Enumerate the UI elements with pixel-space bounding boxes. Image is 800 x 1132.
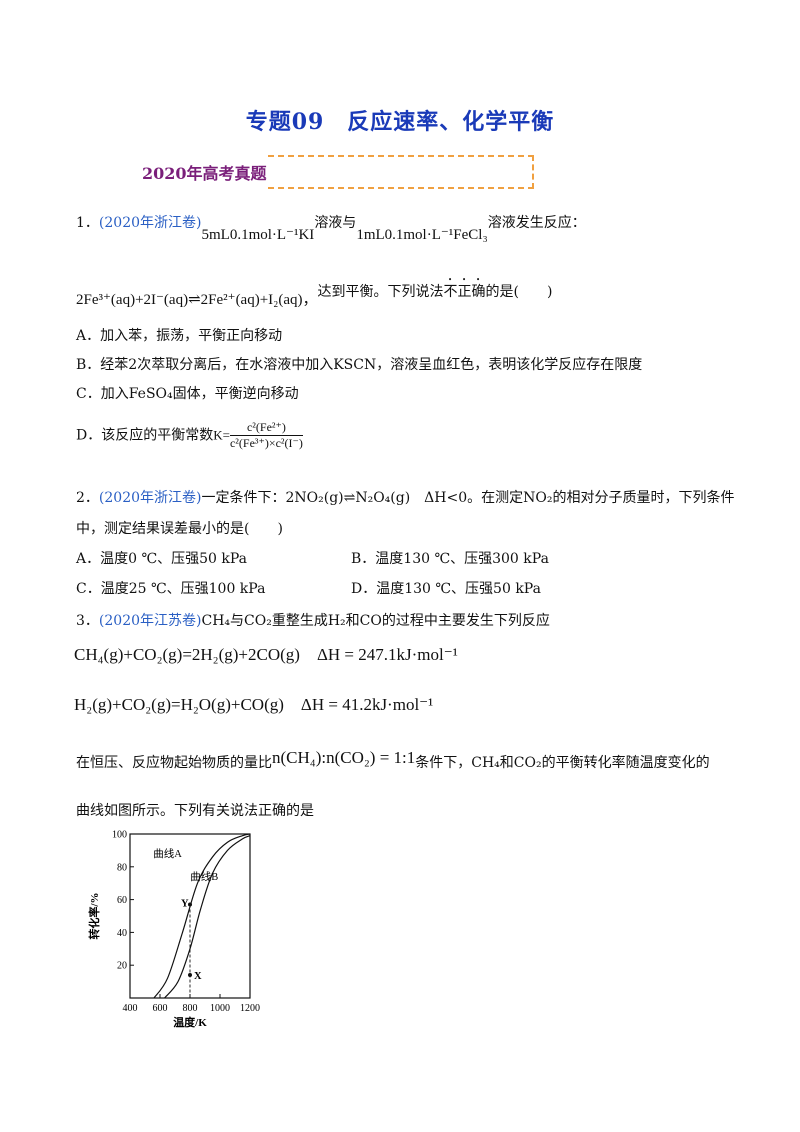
q3-cond-b: 条件下，CH₄和CO₂的平衡转化率随温度变化的 <box>415 755 710 771</box>
q1-end: 溶液发生反应： <box>487 215 586 231</box>
fraction-denominator: c²(Fe³⁺)×c²(I⁻) <box>229 436 303 450</box>
curve-b <box>164 835 251 999</box>
conversion-chart: 400 600 800 1000 1200 20 40 60 80 100 温度/K 转化率/% 曲线A… <box>84 822 264 1032</box>
equilibrium-constant-fraction: c²(Fe²⁺) c²(Fe³⁺)×c²(I⁻) <box>229 420 303 451</box>
q1-source: (2020年浙江卷) <box>98 215 202 231</box>
x-tick-label: 400 <box>123 1003 138 1014</box>
x-tick-label: 1000 <box>210 1003 230 1014</box>
x-axis-label: 温度/K <box>173 1015 207 1029</box>
q3-line1: 3．(2020年江苏卷)CH₄与CO₂重整生成H₂和CO的过程中主要发生下列反应 <box>76 610 550 630</box>
q1-number: 1． <box>76 215 99 231</box>
q1-mid: 溶液与 <box>314 215 357 231</box>
q2-option-d: D．温度130 ℃、压强50 kPa <box>351 581 541 597</box>
q1-stem-b: 的是( ) <box>485 284 553 300</box>
q1-stem-emph: 不正确 <box>443 284 486 300</box>
q1-option-d-text: D．该反应的平衡常数 <box>76 427 214 444</box>
q1-expr1: 5mL0.1mol·L⁻¹KI <box>201 227 315 243</box>
q1-equation: 2Fe³⁺(aq)+2I⁻(aq)⇌2Fe²⁺(aq)+I₂(aq)， <box>76 292 318 308</box>
section-dashed-box <box>268 155 534 189</box>
q3-cond-c: 曲线如图所示。下列有关说法正确的是 <box>76 803 314 819</box>
x-tick-label: 1200 <box>240 1003 260 1014</box>
q1-stem-a: 达到平衡。下列说法 <box>317 284 444 300</box>
q2-option-c: C．温度25 ℃、压强100 kPa <box>76 581 266 597</box>
y-tick-label: 80 <box>117 862 127 873</box>
q1-line1: 1．(2020年浙江卷)5mL0.1mol·L⁻¹KI溶液与1mL0.1mol·… <box>76 212 586 243</box>
fraction-numerator: c²(Fe²⁺) <box>229 420 303 436</box>
curve-a <box>153 833 251 999</box>
q3-source: (2020年江苏卷) <box>98 613 202 629</box>
q3-equation-2: H₂(g)+CO₂(g)=H₂O(g)+CO(g) ΔH = 41.2kJ·mo… <box>74 695 434 714</box>
q2-option-a: A．温度0 ℃、压强50 kPa <box>76 551 248 567</box>
q3-mole-ratio: n(CH₄):n(CO₂) = 1:1 <box>272 748 416 767</box>
q1-option-b: B．经苯2次萃取分离后，在水溶液中加入KSCN，溶液呈血红色，表明该化学反应存在… <box>76 357 643 373</box>
q3-equation-1: CH₄(g)+CO₂(g)=2H₂(g)+2CO(g) ΔH = 247.1kJ… <box>74 645 458 664</box>
point-y-label: Y <box>181 899 189 910</box>
curve-a-label: 曲线A <box>153 847 182 860</box>
q1-line2: 2Fe³⁺(aq)+2I⁻(aq)⇌2Fe²⁺(aq)+I₂(aq)，达到平衡。… <box>76 276 553 308</box>
x-tick-label: 600 <box>153 1003 168 1014</box>
y-tick-label: 20 <box>117 961 127 972</box>
q2-stem1: 一定条件下：2NO₂(g)⇌N₂O₄(g) ΔH<0。在测定NO₂的相对分子质量… <box>201 490 735 506</box>
y-tick-label: 40 <box>117 928 127 939</box>
q2-option-b: B．温度130 ℃、压强300 kPa <box>351 551 549 567</box>
q2-stem2: 中，测定结果误差最小的是( ) <box>76 521 283 537</box>
q1-expr2: 1mL0.1mol·L⁻¹FeCl₃ <box>356 227 488 243</box>
q2-line1: 2．(2020年浙江卷)一定条件下：2NO₂(g)⇌N₂O₄(g) ΔH<0。在… <box>76 487 734 507</box>
q3-cond-a: 在恒压、反应物起始物质的量比 <box>76 755 272 771</box>
section-heading: 2020年高考真题 <box>142 164 267 183</box>
y-axis-label: 转化率/% <box>87 892 101 939</box>
q3-number: 3． <box>76 613 99 629</box>
q1-k-label: K= <box>213 427 230 443</box>
conversion-chart-svg: 400 600 800 1000 1200 20 40 60 80 100 温度/K 转化率/% 曲线A… <box>87 830 260 1030</box>
q1-option-c: C．加入FeSO₄固体，平衡逆向移动 <box>76 386 299 402</box>
q3-stem: CH₄与CO₂重整生成H₂和CO的过程中主要发生下列反应 <box>201 613 550 629</box>
page-title: 专题09 反应速率、化学平衡 <box>245 109 555 135</box>
x-tick-label: 800 <box>183 1003 198 1014</box>
curve-b-label: 曲线B <box>190 870 218 883</box>
point-x-label: X <box>194 971 202 982</box>
y-tick-label: 100 <box>112 830 127 841</box>
q1-option-d: D．该反应的平衡常数K= c²(Fe²⁺) c²(Fe³⁺)×c²(I⁻) <box>76 420 303 451</box>
q2-number: 2． <box>76 490 99 506</box>
q3-condition-line: 在恒压、反应物起始物质的量比n(CH₄):n(CO₂) = 1:1条件下，CH₄… <box>76 748 710 772</box>
q2-source: (2020年浙江卷) <box>98 490 202 506</box>
q1-option-a: A．加入苯，振荡，平衡正向移动 <box>76 328 283 344</box>
y-tick-label: 60 <box>117 895 127 906</box>
